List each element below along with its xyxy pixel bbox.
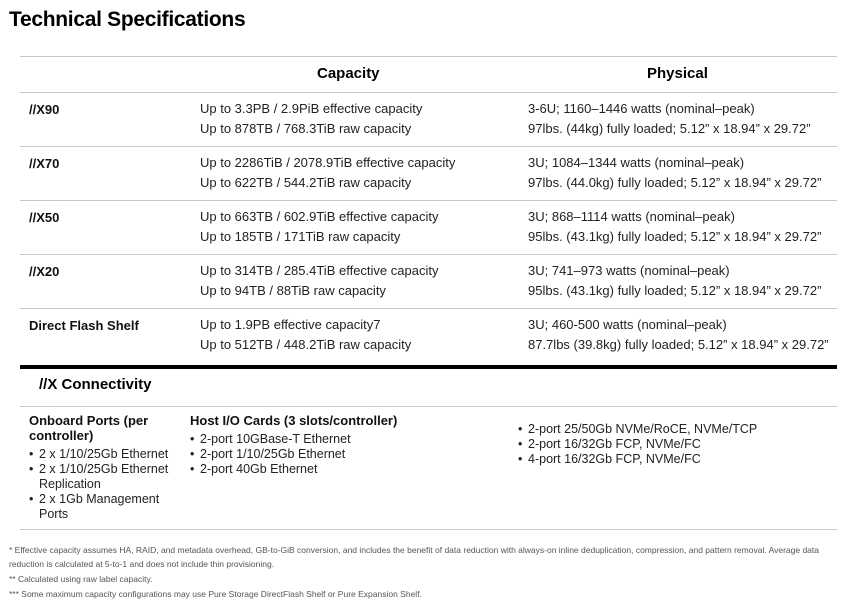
header-capacity: Capacity (317, 65, 380, 82)
section-divider (20, 365, 837, 369)
connectivity-title: //X Connectivity (39, 376, 152, 393)
host-io-list: 2-port 10GBase-T Ethernet 2-port 1/10/25… (190, 432, 450, 477)
onboard-ports-heading: Onboard Ports (per controller) (29, 413, 149, 443)
power-spec: 3U; 868–1114 watts (nominal–peak) (528, 209, 735, 224)
model-name: //X20 (29, 264, 60, 279)
model-name: //X50 (29, 210, 60, 225)
footnote-effective-capacity: * Effective capacity assumes HA, RAID, a… (9, 545, 819, 569)
effective-capacity: Up to 1.9PB effective capacity7 (200, 317, 381, 332)
weight-dimensions: 95lbs. (43.1kg) fully loaded; 5.12” x 18… (528, 283, 822, 298)
weight-dimensions: 97lbs. (44kg) fully loaded; 5.12” x 18.9… (528, 121, 811, 136)
list-item: 2 x 1/10/25Gb Ethernet Replication (29, 462, 189, 492)
model-name: //X70 (29, 156, 60, 171)
list-item: 2-port 1/10/25Gb Ethernet (190, 447, 450, 462)
table-header: Capacity Physical (20, 57, 837, 93)
power-spec: 3-6U; 1160–1446 watts (nominal–peak) (528, 101, 755, 116)
list-item: 2-port 40Gb Ethernet (190, 462, 450, 477)
power-spec: 3U; 741–973 watts (nominal–peak) (528, 263, 730, 278)
raw-capacity: Up to 94TB / 88TiB raw capacity (200, 283, 386, 298)
list-item: 2-port 10GBase-T Ethernet (190, 432, 450, 447)
onboard-ports-list: 2 x 1/10/25Gb Ethernet 2 x 1/10/25Gb Eth… (29, 447, 189, 522)
effective-capacity: Up to 663TB / 602.9TiB effective capacit… (200, 209, 439, 224)
footnote-raw-capacity: ** Calculated using raw label capacity. (9, 574, 153, 584)
host-io-list-extra: 2-port 25/50Gb NVMe/RoCE, NVMe/TCP 2-por… (518, 422, 818, 467)
connectivity-table: Onboard Ports (per controller) 2 x 1/10/… (20, 406, 837, 530)
weight-dimensions: 87.7lbs (39.8kg) fully loaded; 5.12” x 1… (528, 337, 829, 352)
table-row: Direct Flash Shelf Up to 1.9PB effective… (20, 309, 837, 363)
spec-table: Capacity Physical //X90 Up to 3.3PB / 2.… (20, 56, 837, 363)
footnote-max-capacity: *** Some maximum capacity configurations… (9, 589, 422, 599)
table-row: //X70 Up to 2286TiB / 2078.9TiB effectiv… (20, 147, 837, 201)
model-name: //X90 (29, 102, 60, 117)
model-name: Direct Flash Shelf (29, 318, 139, 333)
list-item: 2-port 16/32Gb FCP, NVMe/FC (518, 437, 818, 452)
table-row: //X50 Up to 663TB / 602.9TiB effective c… (20, 201, 837, 255)
list-item: 4-port 16/32Gb FCP, NVMe/FC (518, 452, 818, 467)
power-spec: 3U; 460-500 watts (nominal–peak) (528, 317, 727, 332)
raw-capacity: Up to 185TB / 171TiB raw capacity (200, 229, 401, 244)
table-row: //X90 Up to 3.3PB / 2.9PiB effective cap… (20, 93, 837, 147)
effective-capacity: Up to 314TB / 285.4TiB effective capacit… (200, 263, 439, 278)
table-row: //X20 Up to 314TB / 285.4TiB effective c… (20, 255, 837, 309)
host-io-heading: Host I/O Cards (3 slots/controller) (190, 413, 398, 428)
power-spec: 3U; 1084–1344 watts (nominal–peak) (528, 155, 745, 170)
raw-capacity: Up to 622TB / 544.2TiB raw capacity (200, 175, 412, 190)
header-physical: Physical (647, 65, 708, 82)
page-title: Technical Specifications (9, 8, 246, 31)
list-item: 2 x 1Gb Management Ports (29, 492, 189, 522)
raw-capacity: Up to 878TB / 768.3TiB raw capacity (200, 121, 412, 136)
list-item: 2-port 25/50Gb NVMe/RoCE, NVMe/TCP (518, 422, 818, 437)
weight-dimensions: 97lbs. (44.0kg) fully loaded; 5.12” x 18… (528, 175, 822, 190)
weight-dimensions: 95lbs. (43.1kg) fully loaded; 5.12” x 18… (528, 229, 822, 244)
raw-capacity: Up to 512TB / 448.2TiB raw capacity (200, 337, 412, 352)
effective-capacity: Up to 2286TiB / 2078.9TiB effective capa… (200, 155, 456, 170)
list-item: 2 x 1/10/25Gb Ethernet (29, 447, 189, 462)
effective-capacity: Up to 3.3PB / 2.9PiB effective capacity (200, 101, 423, 116)
